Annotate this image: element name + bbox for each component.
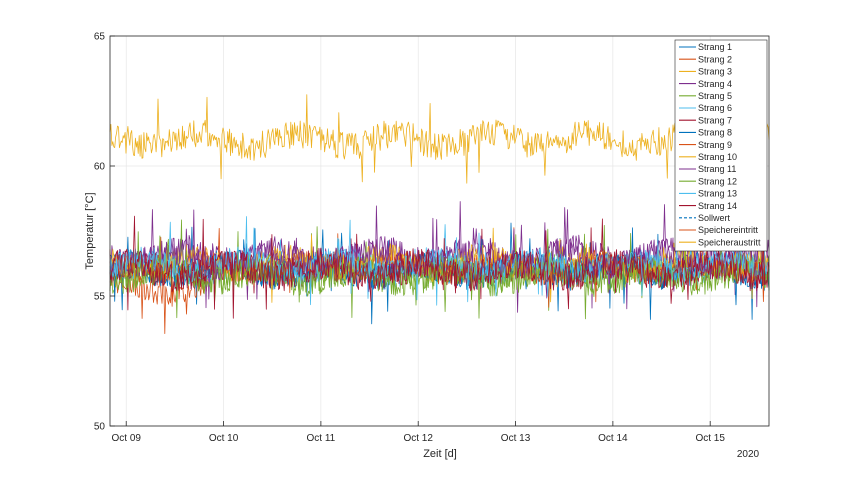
y-tick-label: 60 [94,162,106,173]
legend-label: Speichereintritt [698,225,759,235]
legend-label: Strang 5 [698,91,732,101]
axis-layer: 50 55 60 65 Oct 09 Oct 10 Oct 11 Oct 12 Oct 13 Oc… [94,32,725,445]
x-tick-label: Oct 15 [695,433,725,444]
legend-label: Strang 3 [698,67,732,77]
x-tick-label: Oct 09 [111,433,141,444]
x-year-label: 2020 [737,449,760,460]
legend-label: Speicheraustritt [698,237,761,247]
y-tick-label: 65 [94,32,106,43]
y-axis-label: Temperatur [°C] [84,192,96,269]
legend-label: Strang 1 [698,42,732,52]
legend-label: Strang 12 [698,176,737,186]
x-tick-label: Oct 13 [501,433,531,444]
legend-label: Strang 2 [698,54,732,64]
plot-frame [109,35,770,427]
x-tick-label: Oct 12 [403,433,433,444]
legend-label: Sollwert [698,213,731,223]
legend-label: Strang 13 [698,189,737,199]
legend-label: Strang 9 [698,140,732,150]
series-line-strang-13 [109,219,770,306]
legend-label: Strang 7 [698,115,732,125]
x-tick-label: Oct 10 [209,433,239,444]
legend-box [674,39,768,252]
x-tick-label: Oct 14 [598,433,628,444]
series-line-strang-3 [109,94,770,188]
legend-label: Strang 10 [698,152,737,162]
series-line-strang-2 [109,254,208,335]
y-tick-label: 55 [94,292,106,303]
y-tick-label: 50 [94,422,106,433]
legend-label: Strang 11 [698,164,736,174]
x-axis-label: Zeit [d] [423,448,457,460]
series-line-strang-14 [109,215,770,319]
legend-label: Strang 6 [698,103,732,113]
x-tick-label: Oct 11 [307,433,336,444]
legend-label: Strang 8 [698,128,732,138]
legend-label: Strang 14 [698,201,737,211]
legend-label: Strang 4 [698,79,732,89]
plot-area [110,36,769,426]
legend: Strang 1 Strang 2 Strang 3 Strang 4 Strang 5… [674,39,768,252]
series-layer [109,94,770,335]
series-line-strang-12 [109,228,770,320]
